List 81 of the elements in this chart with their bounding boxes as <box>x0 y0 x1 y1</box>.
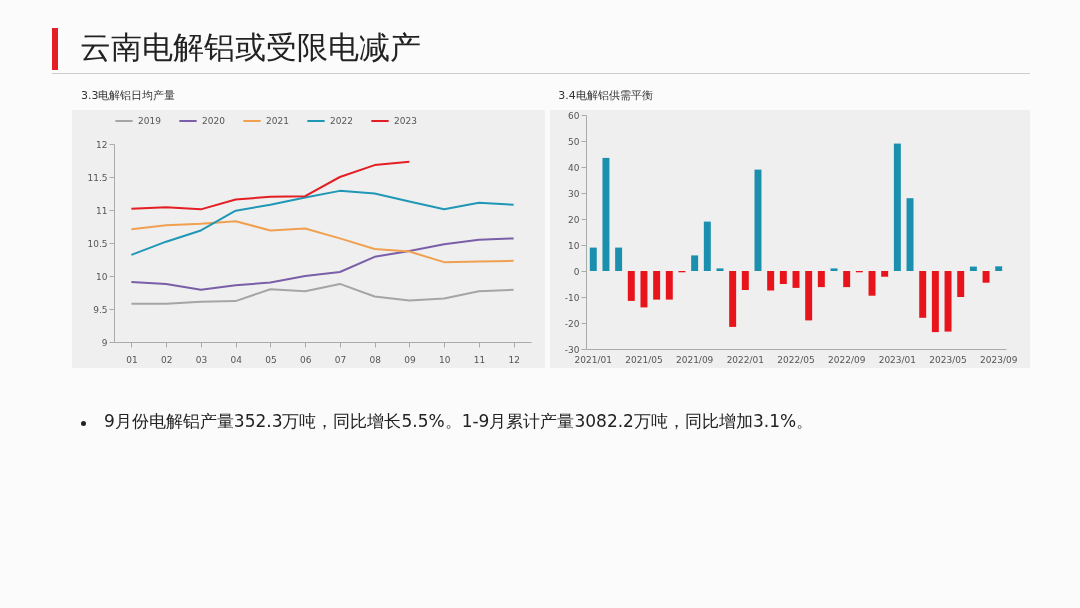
y-tick-label: 40 <box>568 162 580 173</box>
x-tick-label: 09 <box>404 354 416 365</box>
line-series <box>130 237 515 291</box>
line-series <box>130 282 515 305</box>
text: 云南电解铝或受限电减产 <box>80 28 421 67</box>
bar <box>640 271 648 308</box>
bar <box>665 271 673 300</box>
x-tick-label: 2021/09 <box>675 354 714 365</box>
x-tick-label: 07 <box>334 354 347 365</box>
y-tick-label: 60 <box>568 110 580 121</box>
line-series <box>130 160 411 211</box>
x-tick-label: 03 <box>195 354 208 365</box>
bar <box>627 271 635 301</box>
y-tick-label: -30 <box>564 344 580 355</box>
legend-label: 2020 <box>202 116 226 126</box>
bar <box>969 266 977 271</box>
x-tick-label: 2022/09 <box>827 354 866 365</box>
chart-title: 3.3电解铝日均产量 <box>80 89 176 102</box>
bar <box>817 271 825 288</box>
bar <box>602 157 610 271</box>
bar <box>805 271 813 321</box>
bar <box>881 271 889 277</box>
y-tick-label: -10 <box>564 292 580 303</box>
y-tick-label: 50 <box>568 136 580 147</box>
bar <box>767 271 775 291</box>
x-tick-label: 10 <box>438 354 451 365</box>
x-tick-label: 2021/01 <box>574 354 612 365</box>
line-series <box>130 220 515 264</box>
x-tick-label: 12 <box>508 354 520 365</box>
bar <box>868 271 876 296</box>
x-tick-label: 06 <box>299 354 312 365</box>
y-tick-label: 10.5 <box>87 238 108 249</box>
y-tick-label: -20 <box>564 318 580 329</box>
bar <box>830 268 838 271</box>
bar <box>919 271 927 318</box>
bar <box>995 266 1003 271</box>
x-tick-label: 01 <box>126 354 138 365</box>
y-tick-label: 20 <box>568 214 580 225</box>
x-tick-label: 2022/05 <box>777 354 815 365</box>
x-tick-label: 11 <box>473 354 486 365</box>
x-tick-label: 2023/05 <box>929 354 967 365</box>
bar <box>957 271 965 297</box>
bar <box>703 221 711 271</box>
bar <box>716 268 724 271</box>
chart-title: 3.4电解铝供需平衡 <box>558 89 653 102</box>
y-tick-label: 12 <box>96 139 108 150</box>
bar <box>729 271 737 327</box>
bar <box>779 271 787 284</box>
legend-label: 2021 <box>266 116 289 126</box>
text: 9月份电解铝产量352.3万吨，同比增长5.5%。1-9月累计产量3082.2万吨，同比增加3.1%。 <box>104 410 814 433</box>
bar <box>931 271 939 333</box>
x-tick-label: 2022/01 <box>726 354 765 365</box>
y-tick-label: 11 <box>96 205 108 216</box>
y-tick-label: 9.5 <box>93 304 108 315</box>
bar <box>741 271 749 290</box>
x-tick-label: 2023/09 <box>980 354 1018 365</box>
y-tick-label: 11.5 <box>87 172 108 183</box>
bar <box>843 271 851 288</box>
y-tick-label: 30 <box>568 188 580 199</box>
y-tick-label: 10 <box>568 240 580 251</box>
x-tick-label: 2023/01 <box>878 354 917 365</box>
bar <box>615 247 623 271</box>
y-tick-label: 9 <box>101 337 108 348</box>
bar <box>893 143 901 271</box>
x-tick-label: 2021/05 <box>625 354 663 365</box>
x-tick-label: 04 <box>230 354 243 365</box>
legend-label: 2023 <box>394 116 417 126</box>
bar <box>906 198 914 271</box>
legend-label: 2022 <box>330 116 353 126</box>
y-tick-label: 0 <box>573 266 580 277</box>
bar <box>653 271 661 300</box>
bar <box>691 255 699 271</box>
bar <box>944 271 952 332</box>
bar <box>982 271 990 283</box>
legend-label: 2019 <box>138 116 162 126</box>
x-tick-label: 02 <box>160 354 173 365</box>
x-tick-label: 05 <box>265 354 277 365</box>
x-tick-label: 08 <box>369 354 382 365</box>
line-series <box>130 189 515 256</box>
bar <box>589 247 597 271</box>
y-tick-label: 10 <box>96 271 108 282</box>
